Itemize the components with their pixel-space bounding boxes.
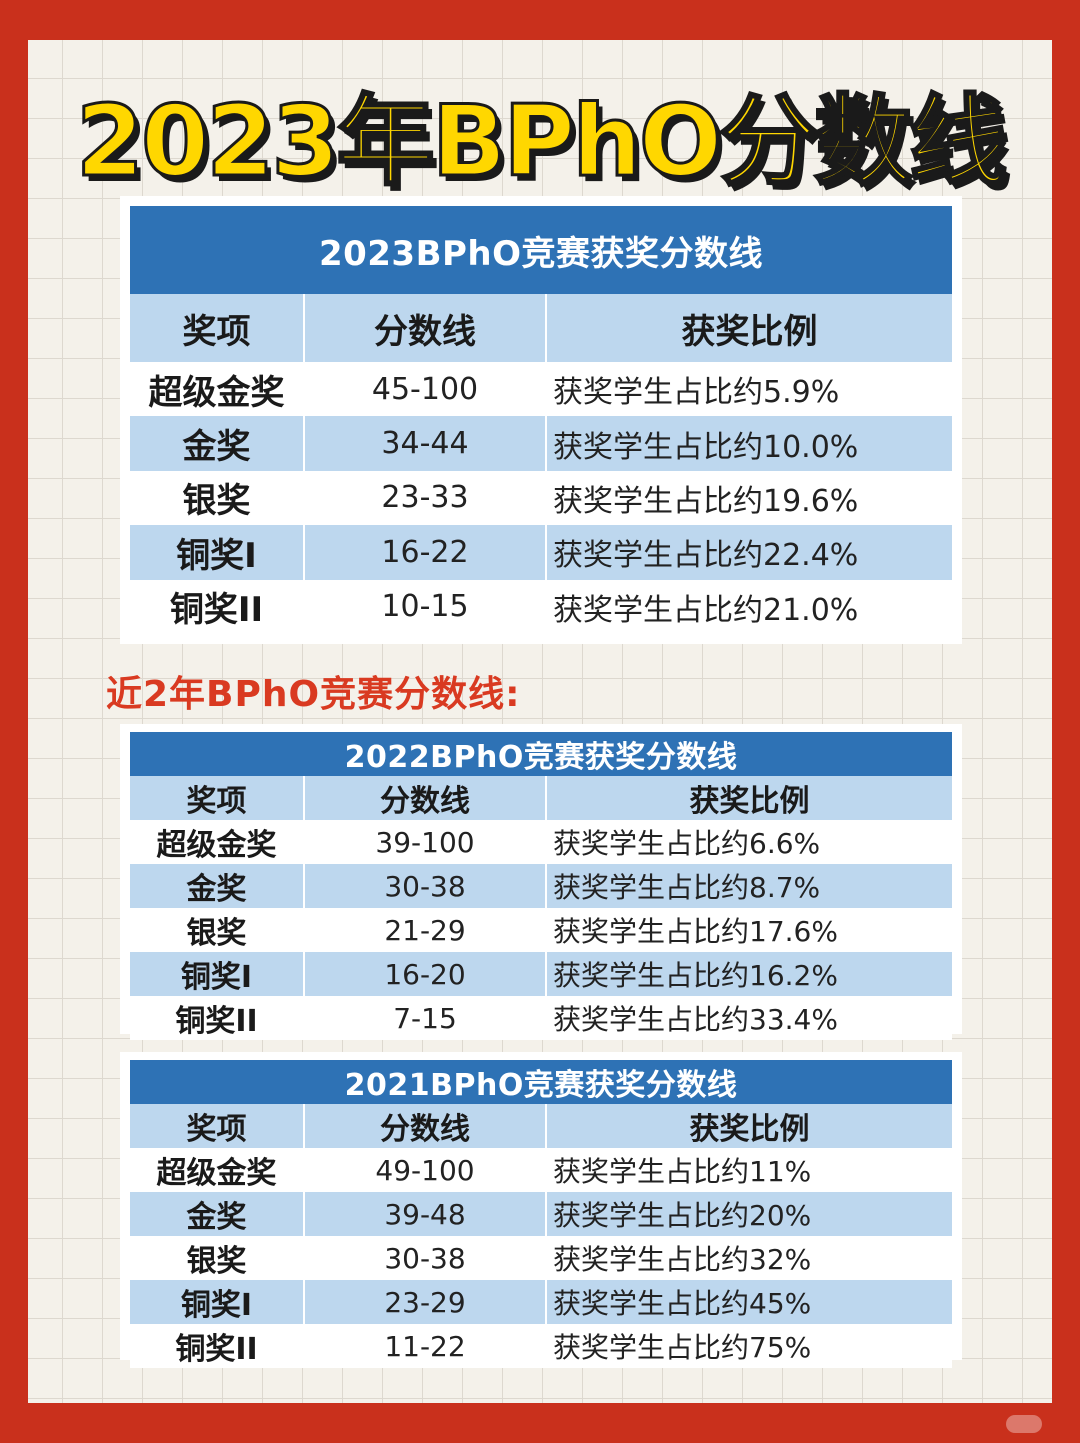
score-range: 11-22 <box>304 1324 547 1368</box>
award-name: 铜奖II <box>130 579 305 634</box>
award-ratio: 获奖学生占比约75% <box>546 1324 952 1368</box>
score-range: 34-44 <box>304 416 547 471</box>
table-header-row: 奖项 分数线 获奖比例 <box>130 776 952 820</box>
table-header-row: 奖项 分数线 获奖比例 <box>130 1104 952 1148</box>
score-range: 30-38 <box>304 864 547 908</box>
award-ratio: 获奖学生占比约8.7% <box>546 864 952 908</box>
award-name: 银奖 <box>130 908 305 952</box>
score-table-2023: 2023BPhO竞赛获奖分数线 奖项 分数线 获奖比例 超级金奖 45-100 … <box>120 196 962 644</box>
award-name: 金奖 <box>130 416 305 471</box>
award-ratio: 获奖学生占比约17.6% <box>546 908 952 952</box>
table-caption-row: 2021BPhO竞赛获奖分数线 <box>130 1060 952 1104</box>
award-name: 铜奖I <box>130 952 305 996</box>
award-ratio: 获奖学生占比约6.6% <box>546 820 952 864</box>
score-range: 30-38 <box>304 1236 547 1280</box>
score-range: 23-29 <box>304 1280 547 1324</box>
score-range: 39-48 <box>304 1192 547 1236</box>
table-row: 金奖 39-48 获奖学生占比约20% <box>130 1192 952 1236</box>
score-range: 39-100 <box>304 820 547 864</box>
table-row: 铜奖I 16-20 获奖学生占比约16.2% <box>130 952 952 996</box>
award-ratio: 获奖学生占比约19.6% <box>546 470 952 526</box>
table-row: 铜奖I 16-22 获奖学生占比约22.4% <box>130 525 952 580</box>
score-range: 49-100 <box>304 1148 547 1192</box>
award-name: 超级金奖 <box>130 820 305 864</box>
award-name: 铜奖I <box>130 1280 305 1324</box>
table-caption-row: 2023BPhO竞赛获奖分数线 <box>130 206 952 294</box>
award-ratio: 获奖学生占比约5.9% <box>546 362 952 417</box>
award-name: 铜奖I <box>130 525 305 580</box>
award-ratio: 获奖学生占比约21.0% <box>546 579 952 634</box>
header-ratio: 获奖比例 <box>546 294 952 362</box>
header-award: 奖项 <box>130 294 305 362</box>
table-row: 超级金奖 49-100 获奖学生占比约11% <box>130 1148 952 1192</box>
score-range: 16-22 <box>304 525 547 580</box>
award-ratio: 获奖学生占比约16.2% <box>546 952 952 996</box>
header-score: 分数线 <box>304 1104 547 1148</box>
table-row: 铜奖I 23-29 获奖学生占比约45% <box>130 1280 952 1324</box>
award-name: 超级金奖 <box>130 362 305 417</box>
award-ratio: 获奖学生占比约45% <box>546 1280 952 1324</box>
score-range: 7-15 <box>304 996 547 1040</box>
section-subheading: 近2年BPhO竞赛分数线: <box>106 674 521 715</box>
score-range: 23-33 <box>304 470 547 526</box>
award-ratio: 获奖学生占比约32% <box>546 1236 952 1280</box>
award-ratio: 获奖学生占比约20% <box>546 1192 952 1236</box>
award-name: 超级金奖 <box>130 1148 305 1192</box>
header-award: 奖项 <box>130 1104 305 1148</box>
award-name: 银奖 <box>130 1236 305 1280</box>
header-score: 分数线 <box>304 776 547 820</box>
header-ratio: 获奖比例 <box>546 776 952 820</box>
table-row: 铜奖II 7-15 获奖学生占比约33.4% <box>130 996 952 1040</box>
watermark-badge <box>1006 1415 1042 1433</box>
header-award: 奖项 <box>130 776 305 820</box>
award-ratio: 获奖学生占比约33.4% <box>546 996 952 1040</box>
award-name: 金奖 <box>130 864 305 908</box>
header-score: 分数线 <box>304 294 547 362</box>
score-range: 45-100 <box>304 362 547 417</box>
table-row: 银奖 23-33 获奖学生占比约19.6% <box>130 470 952 526</box>
table-row: 金奖 34-44 获奖学生占比约10.0% <box>130 416 952 471</box>
table-row: 超级金奖 39-100 获奖学生占比约6.6% <box>130 820 952 864</box>
award-ratio: 获奖学生占比约22.4% <box>546 525 952 580</box>
table-row: 金奖 30-38 获奖学生占比约8.7% <box>130 864 952 908</box>
table-row: 超级金奖 45-100 获奖学生占比约5.9% <box>130 362 952 417</box>
score-range: 16-20 <box>304 952 547 996</box>
score-table-2022: 2022BPhO竞赛获奖分数线 奖项 分数线 获奖比例 超级金奖 39-100 … <box>120 724 962 1040</box>
score-range: 10-15 <box>304 579 547 634</box>
award-name: 铜奖II <box>130 996 305 1040</box>
score-table-2021: 2021BPhO竞赛获奖分数线 奖项 分数线 获奖比例 超级金奖 49-100 … <box>120 1052 962 1368</box>
award-ratio: 获奖学生占比约10.0% <box>546 416 952 471</box>
table-caption: 2023BPhO竞赛获奖分数线 <box>130 206 952 294</box>
award-name: 金奖 <box>130 1192 305 1236</box>
table-caption-row: 2022BPhO竞赛获奖分数线 <box>130 732 952 776</box>
table-row: 铜奖II 11-22 获奖学生占比约75% <box>130 1324 952 1368</box>
table-header-row: 奖项 分数线 获奖比例 <box>130 294 952 362</box>
award-ratio: 获奖学生占比约11% <box>546 1148 952 1192</box>
page-title: 2023年BPhO分数线 <box>74 84 1008 201</box>
table-caption: 2021BPhO竞赛获奖分数线 <box>130 1060 952 1104</box>
award-name: 银奖 <box>130 470 305 526</box>
table-caption: 2022BPhO竞赛获奖分数线 <box>130 732 952 776</box>
table-row: 银奖 30-38 获奖学生占比约32% <box>130 1236 952 1280</box>
table-row: 铜奖II 10-15 获奖学生占比约21.0% <box>130 579 952 634</box>
table-row: 银奖 21-29 获奖学生占比约17.6% <box>130 908 952 952</box>
award-name: 铜奖II <box>130 1324 305 1368</box>
score-range: 21-29 <box>304 908 547 952</box>
header-ratio: 获奖比例 <box>546 1104 952 1148</box>
